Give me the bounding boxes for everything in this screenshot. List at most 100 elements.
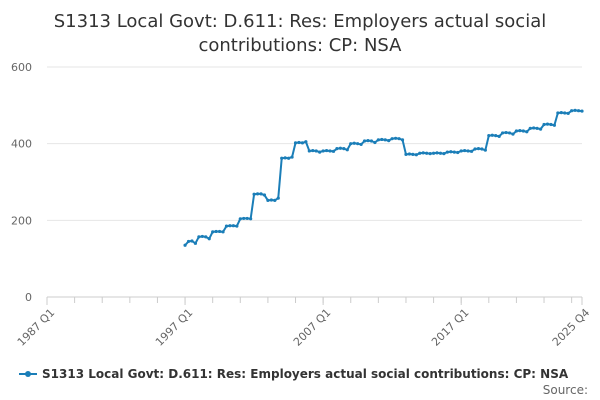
data-point [511, 132, 515, 136]
data-point [542, 122, 546, 127]
data-point [556, 111, 560, 115]
data-point [228, 224, 232, 228]
data-point [580, 109, 584, 113]
data-point [193, 241, 198, 245]
data-point [452, 150, 456, 154]
data-point [273, 198, 277, 202]
y-axis: 0 200 400 600 [11, 61, 32, 304]
data-point [559, 111, 563, 115]
data-point [504, 130, 508, 135]
data-point [535, 126, 539, 130]
data-point [290, 155, 294, 159]
data-point [224, 224, 229, 228]
gridlines [47, 66, 582, 221]
data-point [490, 133, 494, 137]
data-point [324, 148, 329, 153]
data-point [211, 230, 215, 234]
data-point [335, 147, 339, 151]
data-point [431, 151, 436, 155]
data-point [214, 229, 218, 234]
data-point [404, 152, 408, 156]
data-point [283, 156, 287, 160]
data-point [400, 138, 405, 142]
data-point [276, 196, 280, 200]
data-point [483, 148, 487, 152]
source-label: Source: [543, 383, 588, 397]
data-point [507, 131, 512, 135]
data-point [566, 111, 570, 115]
data-point [249, 217, 253, 221]
data-point [369, 139, 374, 143]
data-point [549, 122, 553, 127]
data-point [183, 243, 187, 247]
data-point [242, 216, 246, 221]
data-point [435, 151, 439, 155]
data-point [442, 152, 446, 156]
data-point [231, 224, 235, 228]
data-point [418, 151, 422, 155]
y-tick-label: 0 [25, 291, 32, 304]
data-point [390, 137, 394, 141]
data-point [445, 150, 449, 154]
data-point [297, 140, 301, 145]
y-tick-label: 600 [11, 61, 32, 74]
data-point [383, 138, 387, 142]
data-point [576, 109, 581, 113]
data-point [501, 131, 505, 135]
data-point [252, 192, 256, 196]
data-point [238, 217, 242, 221]
data-point [352, 141, 356, 145]
data-point [221, 230, 225, 234]
data-point [204, 235, 208, 239]
x-tick-label: 1997 Q1 [153, 306, 196, 349]
data-point [521, 129, 525, 133]
data-point [356, 142, 360, 146]
series-group [183, 108, 584, 247]
data-point [366, 139, 370, 143]
data-point [362, 139, 367, 143]
data-point [532, 126, 536, 130]
data-point [394, 136, 398, 140]
data-point [469, 149, 474, 153]
data-point [300, 141, 305, 145]
data-point [207, 237, 211, 241]
data-point [538, 127, 543, 131]
data-point [494, 134, 498, 138]
data-point [459, 149, 463, 153]
data-point [573, 108, 577, 112]
data-point [197, 235, 201, 239]
data-point [411, 152, 415, 156]
data-point [463, 148, 467, 153]
data-point [476, 147, 481, 151]
data-point [235, 224, 239, 228]
data-point [425, 151, 429, 155]
x-tick-label: 2017 Q1 [429, 306, 472, 349]
data-point [338, 146, 342, 150]
data-point [293, 141, 298, 145]
data-point [449, 150, 453, 154]
data-point [262, 193, 267, 197]
data-point [545, 122, 550, 126]
data-point [280, 156, 284, 160]
data-point [480, 147, 484, 151]
chart-title-line-2: contributions: CP: NSA [198, 35, 402, 56]
data-point [514, 129, 519, 133]
data-point [255, 192, 260, 196]
legend[interactable]: S1313 Local Govt: D.611: Res: Employers … [19, 367, 569, 381]
x-tick-label: 2007 Q1 [291, 306, 334, 349]
data-point [217, 229, 222, 234]
data-point [307, 149, 311, 153]
data-point [345, 148, 349, 152]
legend-label: S1313 Local Govt: D.611: Res: Employers … [42, 367, 569, 381]
data-point [376, 138, 380, 142]
data-point [397, 137, 401, 141]
data-point [190, 239, 194, 243]
data-point [456, 150, 460, 155]
data-point [563, 111, 567, 115]
data-point [331, 149, 336, 153]
data-point [421, 151, 425, 155]
data-point [518, 129, 522, 133]
data-point [570, 109, 574, 113]
data-point [349, 142, 353, 146]
